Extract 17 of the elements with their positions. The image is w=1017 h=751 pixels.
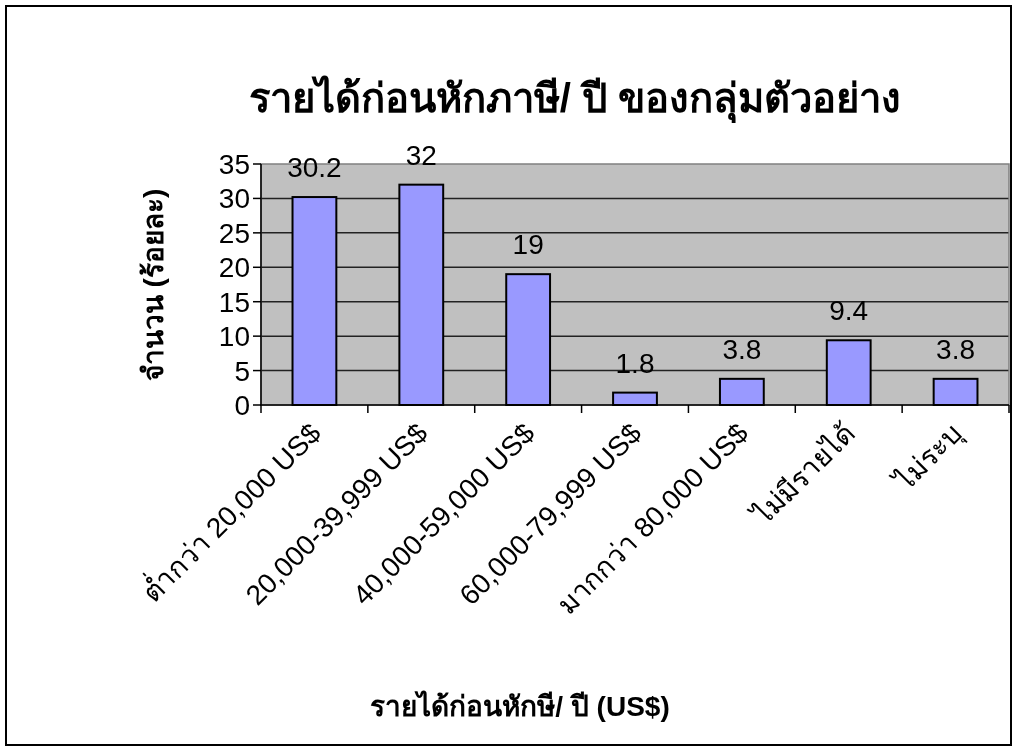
y-tick-label: 10 (218, 321, 250, 353)
data-label: 19 (512, 229, 544, 261)
y-tick-label: 25 (218, 217, 250, 249)
y-tick-label: 20 (218, 252, 250, 284)
y-tick-label: 35 (218, 149, 250, 180)
x-axis-title: รายได้ก่อนหักษี/ ปี (US$) (370, 690, 670, 722)
chart-title: รายได้ก่อนหักภาษี/ ปี ของกลุ่มตัวอย่าง (248, 75, 902, 124)
data-label: 30.2 (287, 152, 342, 184)
y-axis-title: จำนวน (ร้อยละ) (138, 188, 169, 382)
y-tick-label: 30 (218, 183, 250, 215)
y-tick-label: 15 (218, 286, 250, 318)
y-tick-label: 0 (234, 390, 250, 421)
data-label: 32 (405, 139, 437, 171)
data-label: 3.8 (936, 333, 976, 365)
data-label: 3.8 (722, 333, 762, 365)
data-label: 9.4 (829, 295, 869, 327)
y-tick-label: 5 (234, 355, 250, 387)
